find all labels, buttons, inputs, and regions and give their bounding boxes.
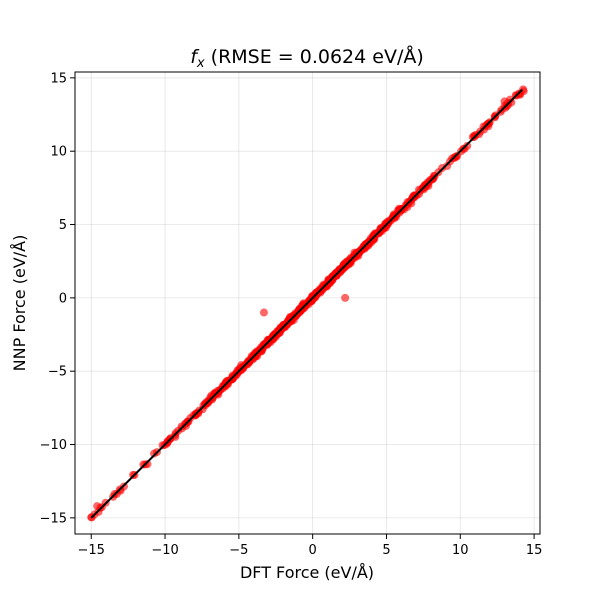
x-axis-label: DFT Force (eV/Å) [240, 563, 374, 582]
parity-line-group [90, 88, 523, 519]
data-point [507, 98, 516, 107]
parity-line [90, 88, 523, 519]
title-text: RMSE = 0.0624 eV/Å [218, 45, 416, 68]
title-symbol: f [190, 46, 200, 68]
x-tick-label: 0 [309, 543, 317, 558]
y-tick-label: 10 [50, 145, 67, 160]
chart-title: fx (RMSE = 0.0624 eV/Å) [190, 45, 424, 71]
x-tick-label: 5 [382, 543, 390, 558]
y-tick-label: −5 [48, 365, 67, 380]
data-point [443, 162, 452, 171]
data-point [181, 421, 190, 430]
x-tick-label: 10 [452, 543, 469, 558]
data-point [211, 389, 220, 398]
data-point [143, 460, 152, 469]
y-axis-ticks: −15 −10 −5 0 5 10 15 [40, 71, 75, 526]
data-point [318, 281, 327, 290]
outlier-point [500, 97, 509, 106]
outlier-point [93, 502, 102, 511]
plot-frame [74, 71, 541, 535]
y-tick-label: 0 [59, 291, 67, 306]
y-tick-label: −10 [40, 438, 67, 453]
outlier-point [259, 308, 268, 317]
outlier-point [341, 293, 350, 302]
data-point [269, 335, 278, 344]
x-tick-label: −15 [78, 543, 105, 558]
x-tick-label: 15 [526, 543, 543, 558]
y-tick-label: 15 [50, 71, 67, 86]
y-axis-label: NNP Force (eV/Å) [10, 235, 29, 372]
data-point [409, 192, 418, 201]
x-tick-label: −5 [229, 543, 248, 558]
x-tick-label: −10 [151, 543, 178, 558]
y-tick-label: 5 [59, 218, 67, 233]
title-subscript: x [196, 56, 205, 71]
x-axis-ticks: −15 −10 −5 0 5 10 15 [78, 534, 543, 558]
y-tick-label: −15 [40, 511, 67, 526]
